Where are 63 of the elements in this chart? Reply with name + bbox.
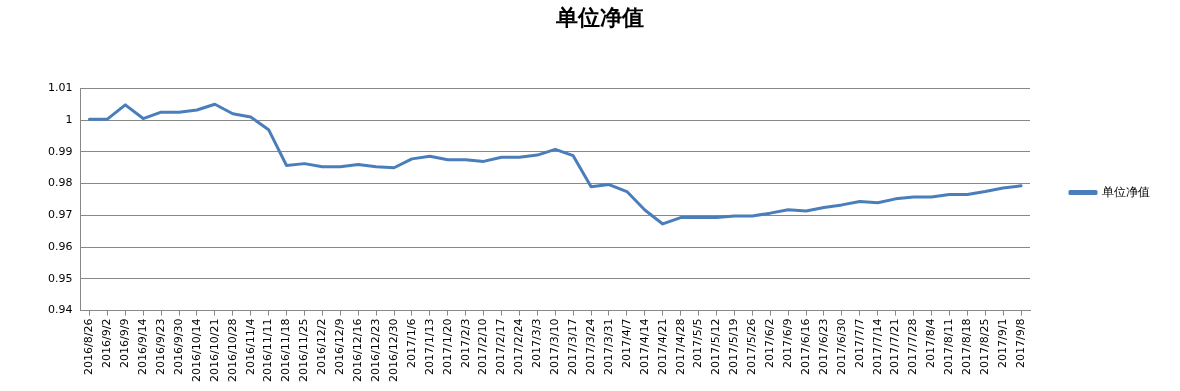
x-tick-label: 2017/6/16 (798, 318, 812, 376)
x-tick-label: 2017/9/1 (995, 318, 1009, 369)
x-tick-label: 2017/2/10 (476, 318, 490, 376)
x-tick-label: 2017/6/2 (763, 318, 777, 369)
x-tick-label: 2017/3/3 (530, 318, 544, 369)
x-tick-label: 2016/8/26 (82, 318, 96, 376)
x-tick-label: 2016/10/21 (207, 318, 221, 383)
y-tick-label: 0.97 (47, 208, 73, 222)
x-tick-label: 2017/7/21 (888, 318, 902, 376)
y-tick-label: 1.01 (47, 81, 73, 95)
x-tick-label: 2017/8/25 (978, 318, 992, 376)
y-tick-label: 0.99 (47, 144, 73, 158)
x-tick-label: 2017/9/8 (1013, 318, 1027, 369)
x-tick-label: 2017/8/4 (924, 318, 938, 369)
x-tick-label: 2017/3/31 (601, 318, 615, 376)
x-tick-label: 2016/11/25 (297, 318, 311, 383)
x-tick-label: 2017/8/18 (960, 318, 974, 376)
x-tick-label: 2017/8/11 (942, 318, 956, 376)
x-tick-label: 2017/4/14 (637, 318, 651, 376)
x-tick-label: 2017/1/13 (422, 318, 436, 376)
x-tick-label: 2016/12/9 (333, 318, 347, 376)
x-tick-label: 2016/12/16 (351, 318, 365, 383)
x-tick-label: 2016/9/14 (136, 318, 150, 376)
x-tick-label: 2016/9/23 (153, 318, 167, 376)
x-tick-label: 2016/11/4 (243, 318, 257, 376)
y-tick-label: 1 (65, 113, 73, 126)
y-tick-label: 0.94 (47, 303, 73, 317)
x-tick-label: 2017/1/20 (440, 318, 454, 376)
y-tick-label: 0.95 (47, 271, 73, 285)
x-tick-label: 2017/4/21 (655, 318, 669, 376)
x-tick-label: 2017/2/24 (512, 318, 526, 376)
x-tick-label: 2017/6/23 (816, 318, 830, 376)
chart-title: 单位净值 (555, 3, 644, 30)
x-tick-label: 2016/9/2 (100, 318, 114, 369)
x-tick-label: 2016/10/14 (189, 318, 203, 383)
x-tick-label: 2017/6/30 (834, 318, 848, 376)
y-tick-label: 0.96 (47, 239, 73, 253)
x-tick-label: 2016/9/9 (118, 318, 132, 369)
x-tick-label: 2017/7/7 (852, 318, 866, 369)
x-tick-label: 2017/5/26 (745, 318, 759, 376)
y-tick-label: 0.98 (47, 176, 73, 190)
x-tick-label: 2017/5/5 (691, 318, 705, 369)
x-tick-label: 2017/7/28 (906, 318, 920, 376)
x-tick-label: 2016/11/18 (279, 318, 293, 383)
x-tick-label: 2016/10/28 (225, 318, 239, 383)
x-tick-label: 2017/3/10 (548, 318, 562, 376)
x-tick-label: 2017/3/24 (583, 318, 597, 376)
x-tick-label: 2017/7/14 (870, 318, 884, 376)
x-tick-label: 2017/2/3 (458, 318, 472, 369)
x-tick-label: 2017/4/7 (619, 318, 633, 369)
x-tick-label: 2017/1/6 (404, 318, 418, 369)
x-tick-label: 2016/9/30 (171, 318, 185, 376)
x-tick-label: 2017/4/28 (673, 318, 687, 376)
x-tick-label: 2016/12/2 (315, 318, 329, 376)
x-tick-label: 2017/3/17 (566, 318, 580, 376)
x-tick-label: 2016/11/11 (261, 318, 275, 383)
x-tick-label: 2017/5/12 (709, 318, 723, 376)
x-tick-label: 2017/2/17 (494, 318, 508, 376)
x-tick-label: 2016/12/30 (386, 318, 400, 383)
x-tick-label: 2017/5/19 (727, 318, 741, 376)
legend-label: 单位净值 (1102, 184, 1150, 199)
x-tick-label: 2016/12/23 (368, 318, 382, 383)
x-tick-label: 2017/6/9 (781, 318, 794, 369)
